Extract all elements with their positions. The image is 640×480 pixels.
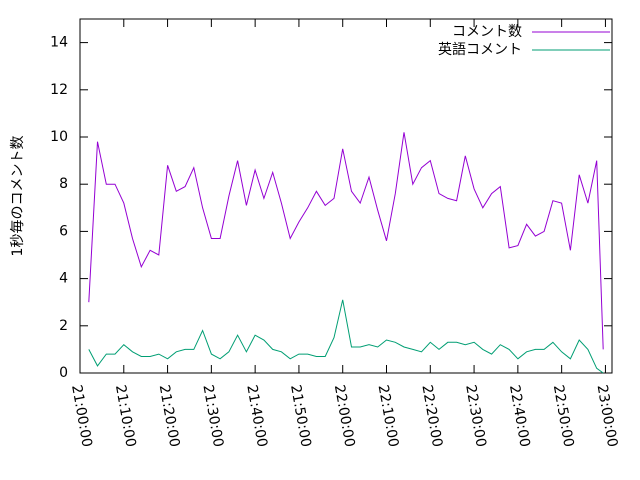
x-tick-label: 22:00:00 — [331, 384, 358, 449]
x-tick-label: 23:00:00 — [594, 384, 621, 449]
y-tick-label: 2 — [59, 318, 68, 334]
y-tick-label: 12 — [50, 82, 68, 98]
x-tick-label: 21:30:00 — [199, 384, 226, 449]
plot-border — [79, 18, 613, 374]
x-tick-label: 22:20:00 — [418, 384, 445, 449]
x-tick-label: 22:40:00 — [506, 384, 533, 449]
legend-label: コメント数 — [452, 24, 522, 40]
x-tick-label: 22:50:00 — [550, 384, 577, 449]
x-tick-label: 22:10:00 — [375, 384, 402, 449]
series-line — [88, 132, 604, 350]
y-tick-label: 14 — [50, 35, 68, 51]
x-tick-label: 21:50:00 — [287, 384, 314, 449]
x-tick-label: 21:00:00 — [68, 384, 95, 449]
y-tick-label: 10 — [50, 129, 68, 145]
y-tick-label: 6 — [59, 223, 68, 239]
y-tick-label: 4 — [59, 271, 68, 287]
x-tick-label: 21:10:00 — [112, 384, 139, 449]
y-tick-label: 8 — [59, 176, 68, 192]
y-tick-label: 0 — [59, 365, 68, 381]
x-tick-label: 21:40:00 — [243, 384, 270, 449]
y-axis-label: 1秒毎のコメント数 — [10, 136, 26, 257]
x-tick-label: 21:20:00 — [156, 384, 183, 449]
series-line — [88, 299, 604, 374]
legend-label: 英語コメント — [438, 41, 522, 58]
x-tick-label: 22:30:00 — [462, 384, 489, 449]
